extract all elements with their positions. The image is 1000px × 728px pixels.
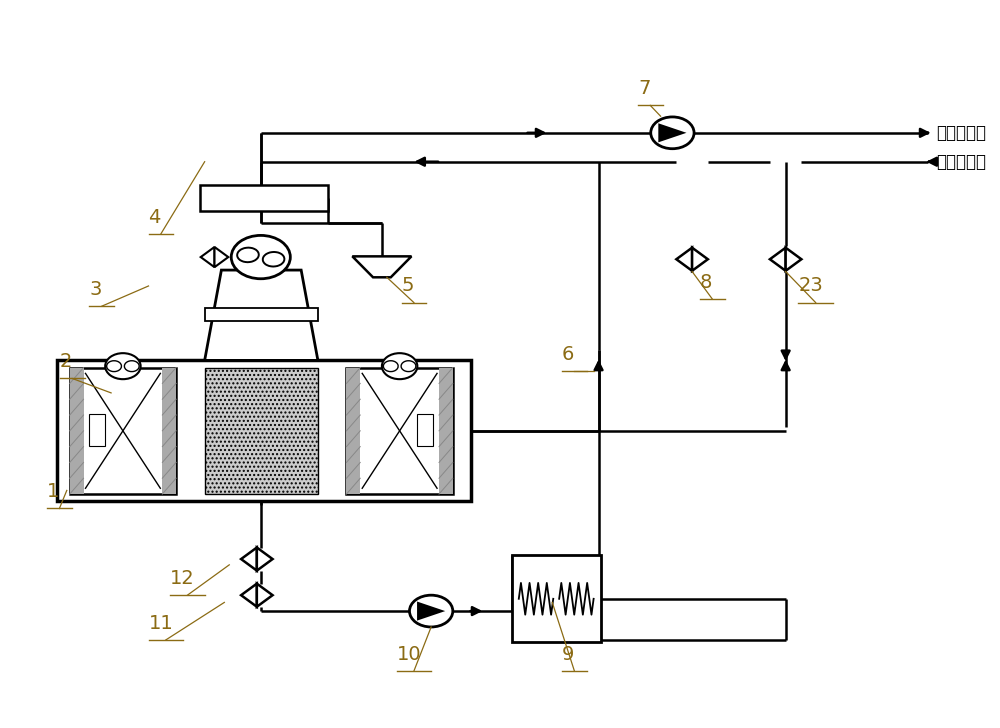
Text: 3: 3 — [89, 280, 102, 299]
Polygon shape — [352, 256, 411, 277]
Text: 12: 12 — [170, 569, 195, 588]
Polygon shape — [214, 247, 228, 267]
Polygon shape — [205, 270, 318, 360]
Polygon shape — [658, 123, 686, 143]
Polygon shape — [257, 584, 273, 606]
Text: 2: 2 — [60, 352, 72, 371]
Bar — [57, 360, 471, 502]
Polygon shape — [692, 248, 708, 271]
Bar — [346, 368, 360, 494]
Polygon shape — [241, 547, 257, 571]
Polygon shape — [786, 248, 801, 271]
Circle shape — [409, 596, 453, 627]
Text: 冷冻水供水: 冷冻水供水 — [936, 124, 986, 142]
Text: 11: 11 — [149, 614, 173, 633]
Polygon shape — [241, 584, 257, 606]
Bar — [512, 555, 601, 642]
Circle shape — [651, 117, 694, 149]
Circle shape — [105, 353, 141, 379]
Text: 7: 7 — [638, 79, 650, 98]
Bar — [70, 368, 176, 494]
Bar — [417, 414, 433, 446]
Bar — [200, 185, 328, 211]
Circle shape — [231, 235, 290, 279]
Circle shape — [382, 353, 417, 379]
Text: 冷冻水回水: 冷冻水回水 — [936, 153, 986, 170]
Bar — [205, 308, 318, 320]
Bar — [162, 368, 176, 494]
Polygon shape — [417, 601, 445, 620]
Text: 6: 6 — [562, 345, 574, 364]
Bar — [205, 368, 318, 494]
Bar — [439, 368, 453, 494]
Text: 4: 4 — [149, 207, 161, 226]
Text: 8: 8 — [700, 273, 712, 292]
Bar — [89, 414, 105, 446]
Bar — [70, 368, 84, 494]
Text: 5: 5 — [402, 277, 414, 296]
Text: 1: 1 — [47, 482, 59, 502]
Text: 10: 10 — [397, 645, 421, 664]
Text: 9: 9 — [562, 645, 574, 664]
Text: 23: 23 — [798, 277, 823, 296]
Polygon shape — [201, 247, 214, 267]
Polygon shape — [257, 547, 273, 571]
Polygon shape — [676, 248, 692, 271]
Polygon shape — [770, 248, 786, 271]
Bar — [346, 368, 453, 494]
